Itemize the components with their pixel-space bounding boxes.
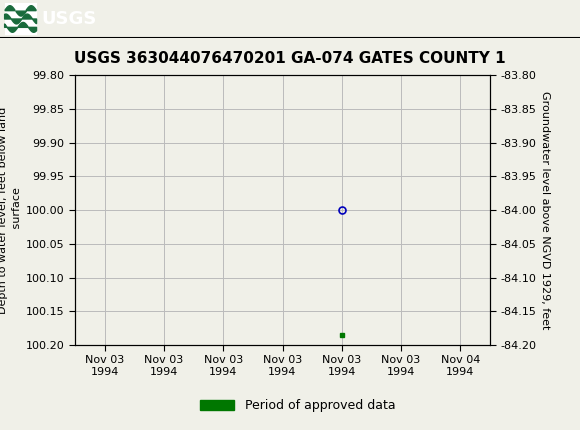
Text: Period of approved data: Period of approved data xyxy=(245,399,396,412)
Y-axis label: Depth to water level, feet below land
 surface: Depth to water level, feet below land su… xyxy=(0,106,21,313)
Text: USGS 363044076470201 GA-074 GATES COUNTY 1: USGS 363044076470201 GA-074 GATES COUNTY… xyxy=(74,51,506,66)
Bar xyxy=(200,400,234,410)
Bar xyxy=(5,3,37,35)
Text: USGS: USGS xyxy=(41,10,96,28)
Y-axis label: Groundwater level above NGVD 1929, feet: Groundwater level above NGVD 1929, feet xyxy=(541,91,550,329)
